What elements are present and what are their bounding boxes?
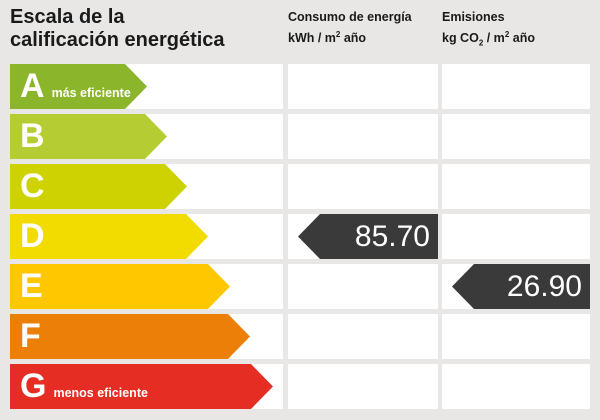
consumo-cell bbox=[288, 264, 438, 309]
column-header-consumo: Consumo de energía kWh / m2 año bbox=[288, 10, 438, 46]
rating-arrow-f: F bbox=[10, 314, 250, 359]
emisiones-cell bbox=[442, 314, 590, 359]
consumo-header-label: Consumo de energía bbox=[288, 10, 412, 24]
consumo-value: 85.70 bbox=[354, 220, 430, 253]
emisiones-header-unit: kg CO2 / m2 año bbox=[442, 30, 535, 48]
scale-cell: B bbox=[10, 114, 283, 159]
grade-letter: C bbox=[20, 167, 45, 205]
page-title: Escala de la calificación energética bbox=[10, 6, 225, 51]
emisiones-cell bbox=[442, 364, 590, 409]
rating-row-e: E 26.90 bbox=[10, 264, 590, 309]
emisiones-cell bbox=[442, 164, 590, 209]
emisiones-header-label: Emisiones bbox=[442, 10, 505, 24]
consumo-cell bbox=[288, 64, 438, 109]
grade-letter: E bbox=[20, 267, 43, 305]
grade-letter: D bbox=[20, 217, 45, 255]
rating-row-f: F bbox=[10, 314, 590, 359]
emisiones-cell: 26.90 bbox=[442, 264, 590, 309]
grade-note: menos eficiente bbox=[53, 386, 148, 400]
rating-row-d: D 85.70 bbox=[10, 214, 590, 259]
grade-letter: B bbox=[20, 117, 45, 155]
rating-arrow-c: C bbox=[10, 164, 187, 209]
scale-cell: C bbox=[10, 164, 283, 209]
scale-cell: F bbox=[10, 314, 283, 359]
consumo-cell: 85.70 bbox=[288, 214, 438, 259]
emisiones-cell bbox=[442, 214, 590, 259]
grade-letter: G bbox=[20, 367, 47, 405]
grade-letter: A bbox=[20, 67, 45, 105]
consumo-cell bbox=[288, 364, 438, 409]
consumo-cell bbox=[288, 164, 438, 209]
rating-arrow-b: B bbox=[10, 114, 167, 159]
emisiones-value: 26.90 bbox=[506, 270, 582, 303]
grade-note: más eficiente bbox=[51, 86, 131, 100]
emisiones-value-marker: 26.90 bbox=[452, 264, 590, 309]
consumo-cell bbox=[288, 314, 438, 359]
grade-letter: F bbox=[20, 317, 41, 355]
rating-arrow-e: E bbox=[10, 264, 230, 309]
rating-row-c: C bbox=[10, 164, 590, 209]
consumo-header-unit: kWh / m2 año bbox=[288, 30, 367, 46]
consumo-value-marker: 85.70 bbox=[298, 214, 438, 259]
consumo-cell bbox=[288, 114, 438, 159]
scale-cell: D bbox=[10, 214, 283, 259]
scale-cell: E bbox=[10, 264, 283, 309]
rating-arrow-d: D bbox=[10, 214, 208, 259]
emisiones-cell bbox=[442, 64, 590, 109]
emisiones-cell bbox=[442, 114, 590, 159]
column-header-emisiones: Emisiones kg CO2 / m2 año bbox=[442, 10, 590, 51]
rating-row-b: B bbox=[10, 114, 590, 159]
